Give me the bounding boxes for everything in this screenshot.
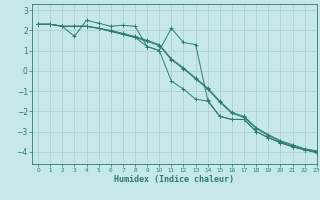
X-axis label: Humidex (Indice chaleur): Humidex (Indice chaleur) xyxy=(115,175,234,184)
